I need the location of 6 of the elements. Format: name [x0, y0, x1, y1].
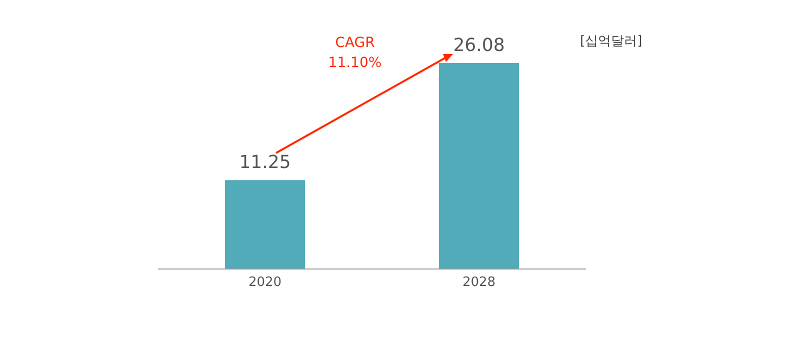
annotation: CAGR 11.10% — [327, 34, 383, 73]
x-tick-label: 2028 — [462, 275, 496, 290]
text: [십억달러] — [580, 33, 642, 50]
data-label: 26.08 — [453, 35, 505, 56]
x-tick-label: 2020 — [248, 275, 282, 290]
data-label: 11.25 — [239, 152, 291, 174]
